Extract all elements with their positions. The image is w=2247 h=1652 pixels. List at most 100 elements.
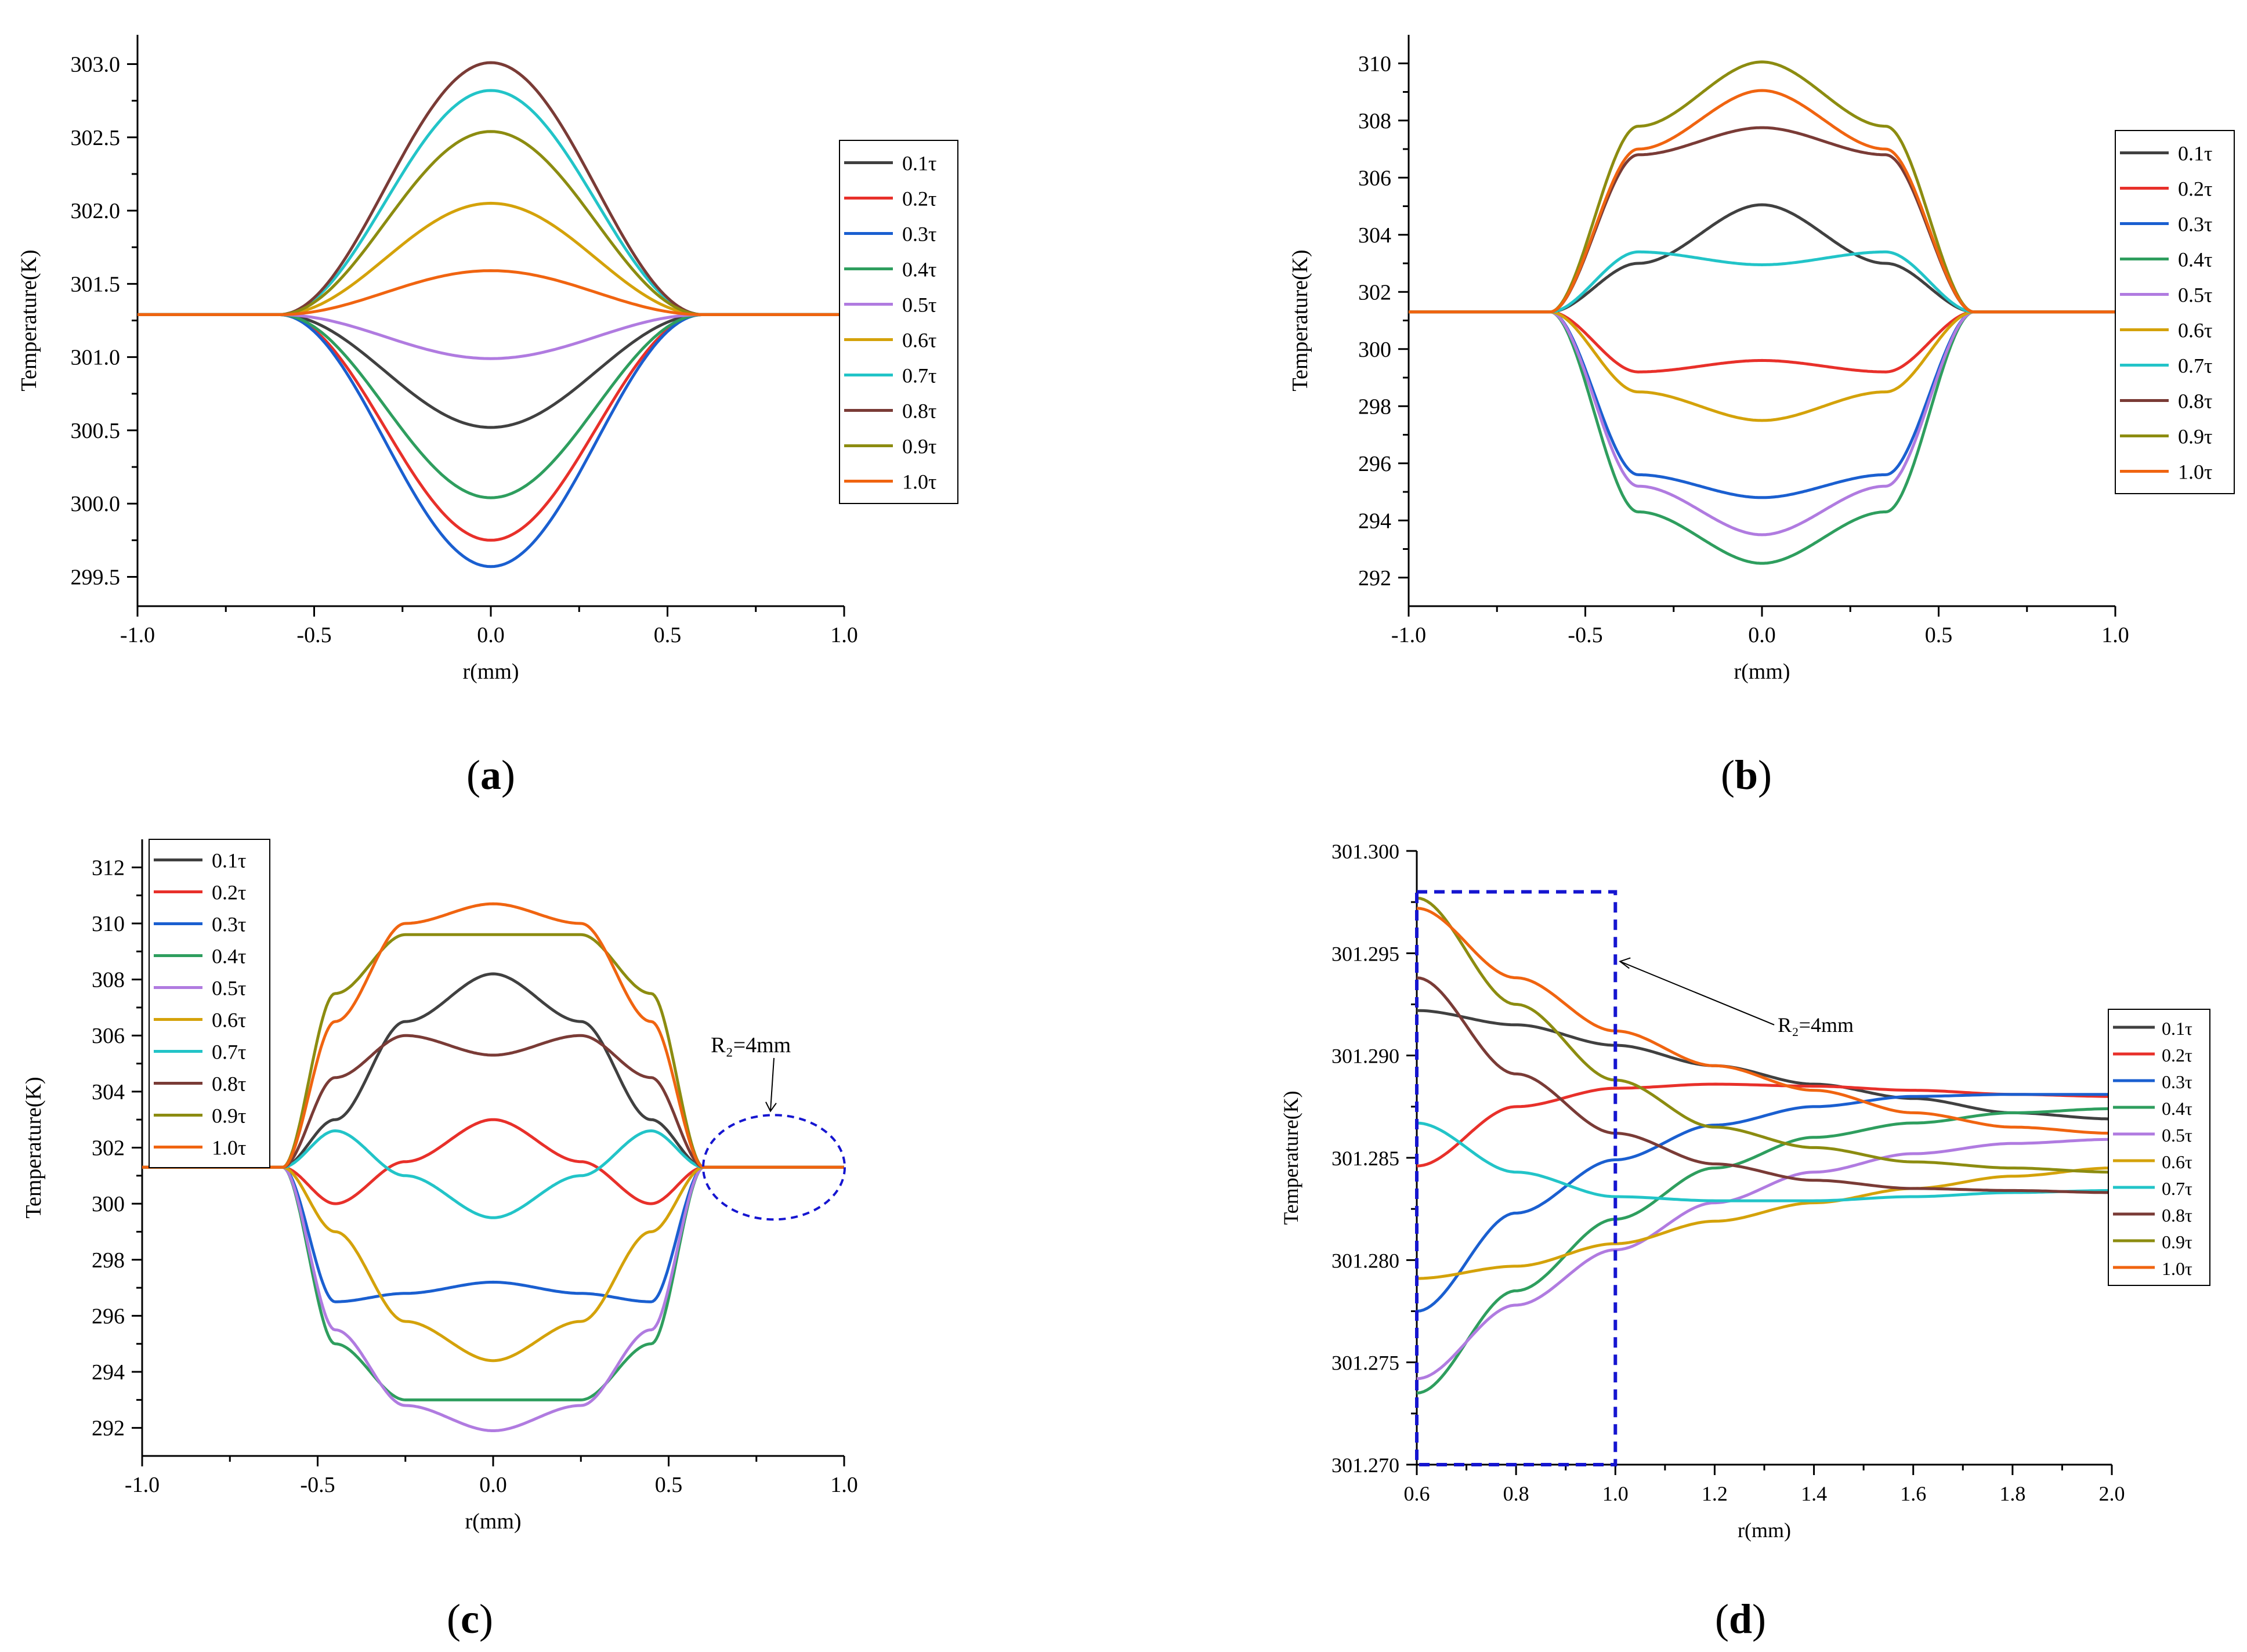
y-tick-label: 294	[1358, 509, 1391, 533]
series-line-0.8τ	[138, 61, 844, 316]
x-tick-label: 0.8	[1503, 1482, 1529, 1505]
series-line-0.5τ	[142, 1165, 844, 1432]
series-line-0.1τ	[138, 313, 844, 429]
y-tick-label: 300	[92, 1192, 125, 1216]
series-line-0.9τ	[1409, 60, 2115, 314]
series-line-0.4τ	[1416, 1107, 2112, 1395]
y-tick-label: 303.0	[71, 53, 121, 77]
caption-paren-close: )	[1758, 752, 1772, 798]
legend-label: 0.4τ	[902, 258, 936, 281]
series-line-0.9τ	[1416, 896, 2112, 1174]
series-line-0.8τ	[1409, 126, 2115, 314]
caption-paren-open: (	[1715, 1596, 1729, 1642]
y-tick-label: 302	[1358, 280, 1391, 305]
y-tick-label: 302.0	[71, 199, 121, 223]
series-line-0.1τ	[1416, 1009, 2112, 1121]
y-tick-label: 301.300	[1331, 840, 1399, 863]
legend-label: 0.2τ	[212, 881, 246, 904]
y-tick-label: 304	[1358, 223, 1391, 248]
caption-paren-close: )	[479, 1596, 493, 1642]
legend-label: 0.4τ	[2178, 248, 2212, 271]
annotation-dashed-box	[1415, 890, 1618, 1466]
legend-label: 0.9τ	[902, 435, 936, 458]
series-line-0.9τ	[138, 130, 844, 316]
panel-caption: (d)	[1715, 1596, 1766, 1642]
y-axis-label: Temperature(K)	[21, 1077, 46, 1218]
legend-box	[2108, 1009, 2210, 1286]
series-line-0.5τ	[138, 313, 844, 360]
legend-label: 0.9τ	[2178, 425, 2212, 448]
x-axis-label: r(mm)	[1738, 1519, 1791, 1542]
x-tick-label: 0.5	[654, 623, 682, 647]
series-line-0.8τ	[1416, 976, 2112, 1194]
legend-label: 0.5τ	[902, 294, 936, 317]
annotation-label: R₂=4mm	[1778, 1013, 1854, 1037]
series-line-0.1τ	[142, 972, 844, 1169]
series-line-1.0τ	[1416, 907, 2112, 1135]
legend-label: 0.7τ	[2178, 354, 2212, 378]
y-axis-label: Temperature(K)	[1288, 249, 1312, 391]
annotation-arrowhead	[765, 1102, 777, 1113]
annotation-label: R₂=4mm	[711, 1033, 791, 1057]
x-tick-label: 2.0	[2099, 1482, 2125, 1505]
legend-label: 0.2τ	[2162, 1045, 2192, 1066]
x-tick-label: 1.0	[1602, 1482, 1629, 1505]
y-tick-label: 301.5	[71, 272, 121, 296]
series-line-0.5τ	[1409, 310, 2115, 537]
series-line-0.6τ	[142, 1165, 844, 1363]
series-line-0.7τ	[142, 1129, 844, 1219]
y-tick-label: 301.0	[71, 346, 121, 370]
legend-label: 0.1τ	[902, 152, 936, 175]
x-tick-label: 1.6	[1900, 1482, 1926, 1505]
legend-label: 0.1τ	[2162, 1018, 2192, 1039]
legend-label: 0.4τ	[212, 945, 246, 968]
y-tick-label: 310	[1358, 52, 1391, 76]
legend-label: 0.3τ	[902, 223, 936, 246]
panel-caption: (c)	[447, 1596, 493, 1642]
annotation-arrowhead	[1619, 957, 1631, 969]
chart-panel-2: -1.0 -0.5 0.0 0.5 1.0 292 294 296 298 300 302 304 30…	[1288, 35, 2235, 798]
chart-panel-4: 0.6 0.8 1.0 1.2 1.4 1.6 1.8 2.0 301.270 301.275 30…	[1279, 840, 2210, 1642]
legend-label: 0.7τ	[212, 1041, 246, 1064]
y-axis-label: Temperature(K)	[17, 249, 41, 391]
x-axis-label: r(mm)	[462, 660, 519, 684]
legend-label: 0.7τ	[2162, 1178, 2192, 1199]
legend-label: 0.3τ	[212, 913, 246, 936]
x-axis-label: r(mm)	[465, 1509, 521, 1534]
legend-label: 0.6τ	[2162, 1151, 2192, 1172]
x-tick-label: 1.0	[830, 623, 858, 647]
y-tick-label: 298	[1358, 394, 1391, 419]
series-line-0.1τ	[1409, 203, 2115, 314]
legend-label: 0.8τ	[2162, 1205, 2192, 1226]
x-tick-label: 0.6	[1404, 1482, 1430, 1505]
x-tick-label: 1.4	[1801, 1482, 1827, 1505]
caption-paren-open: (	[466, 752, 480, 798]
series-line-1.0τ	[1409, 89, 2115, 314]
series-line-0.8τ	[142, 1034, 844, 1169]
y-tick-label: 306	[1358, 166, 1391, 190]
legend-label: 0.3τ	[2162, 1071, 2192, 1092]
y-tick-label: 312	[92, 856, 125, 880]
y-tick-label: 306	[92, 1024, 125, 1048]
y-tick-label: 300	[1358, 338, 1391, 362]
x-tick-label: 1.0	[2101, 623, 2129, 647]
legend-box	[149, 839, 270, 1168]
x-tick-label: -0.5	[300, 1473, 335, 1497]
legend-label: 0.2τ	[2178, 177, 2212, 201]
x-tick-label: 1.2	[1702, 1482, 1728, 1505]
caption-letter: c	[461, 1596, 479, 1642]
series-line-0.6τ	[138, 201, 844, 316]
y-tick-label: 292	[1358, 566, 1391, 590]
y-tick-label: 294	[92, 1360, 125, 1385]
x-tick-label: 1.8	[1999, 1482, 2025, 1505]
series-line-0.4τ	[1409, 310, 2115, 565]
legend-label: 0.4τ	[2162, 1098, 2192, 1119]
caption-paren-open: (	[1721, 752, 1735, 798]
x-tick-label: 0.0	[479, 1473, 507, 1497]
legend-box	[839, 140, 958, 504]
x-tick-label: 0.5	[1925, 623, 1953, 647]
legend-label: 0.5τ	[2162, 1125, 2192, 1146]
x-tick-label: 0.0	[1748, 623, 1776, 647]
legend-label: 0.6τ	[2178, 319, 2212, 342]
